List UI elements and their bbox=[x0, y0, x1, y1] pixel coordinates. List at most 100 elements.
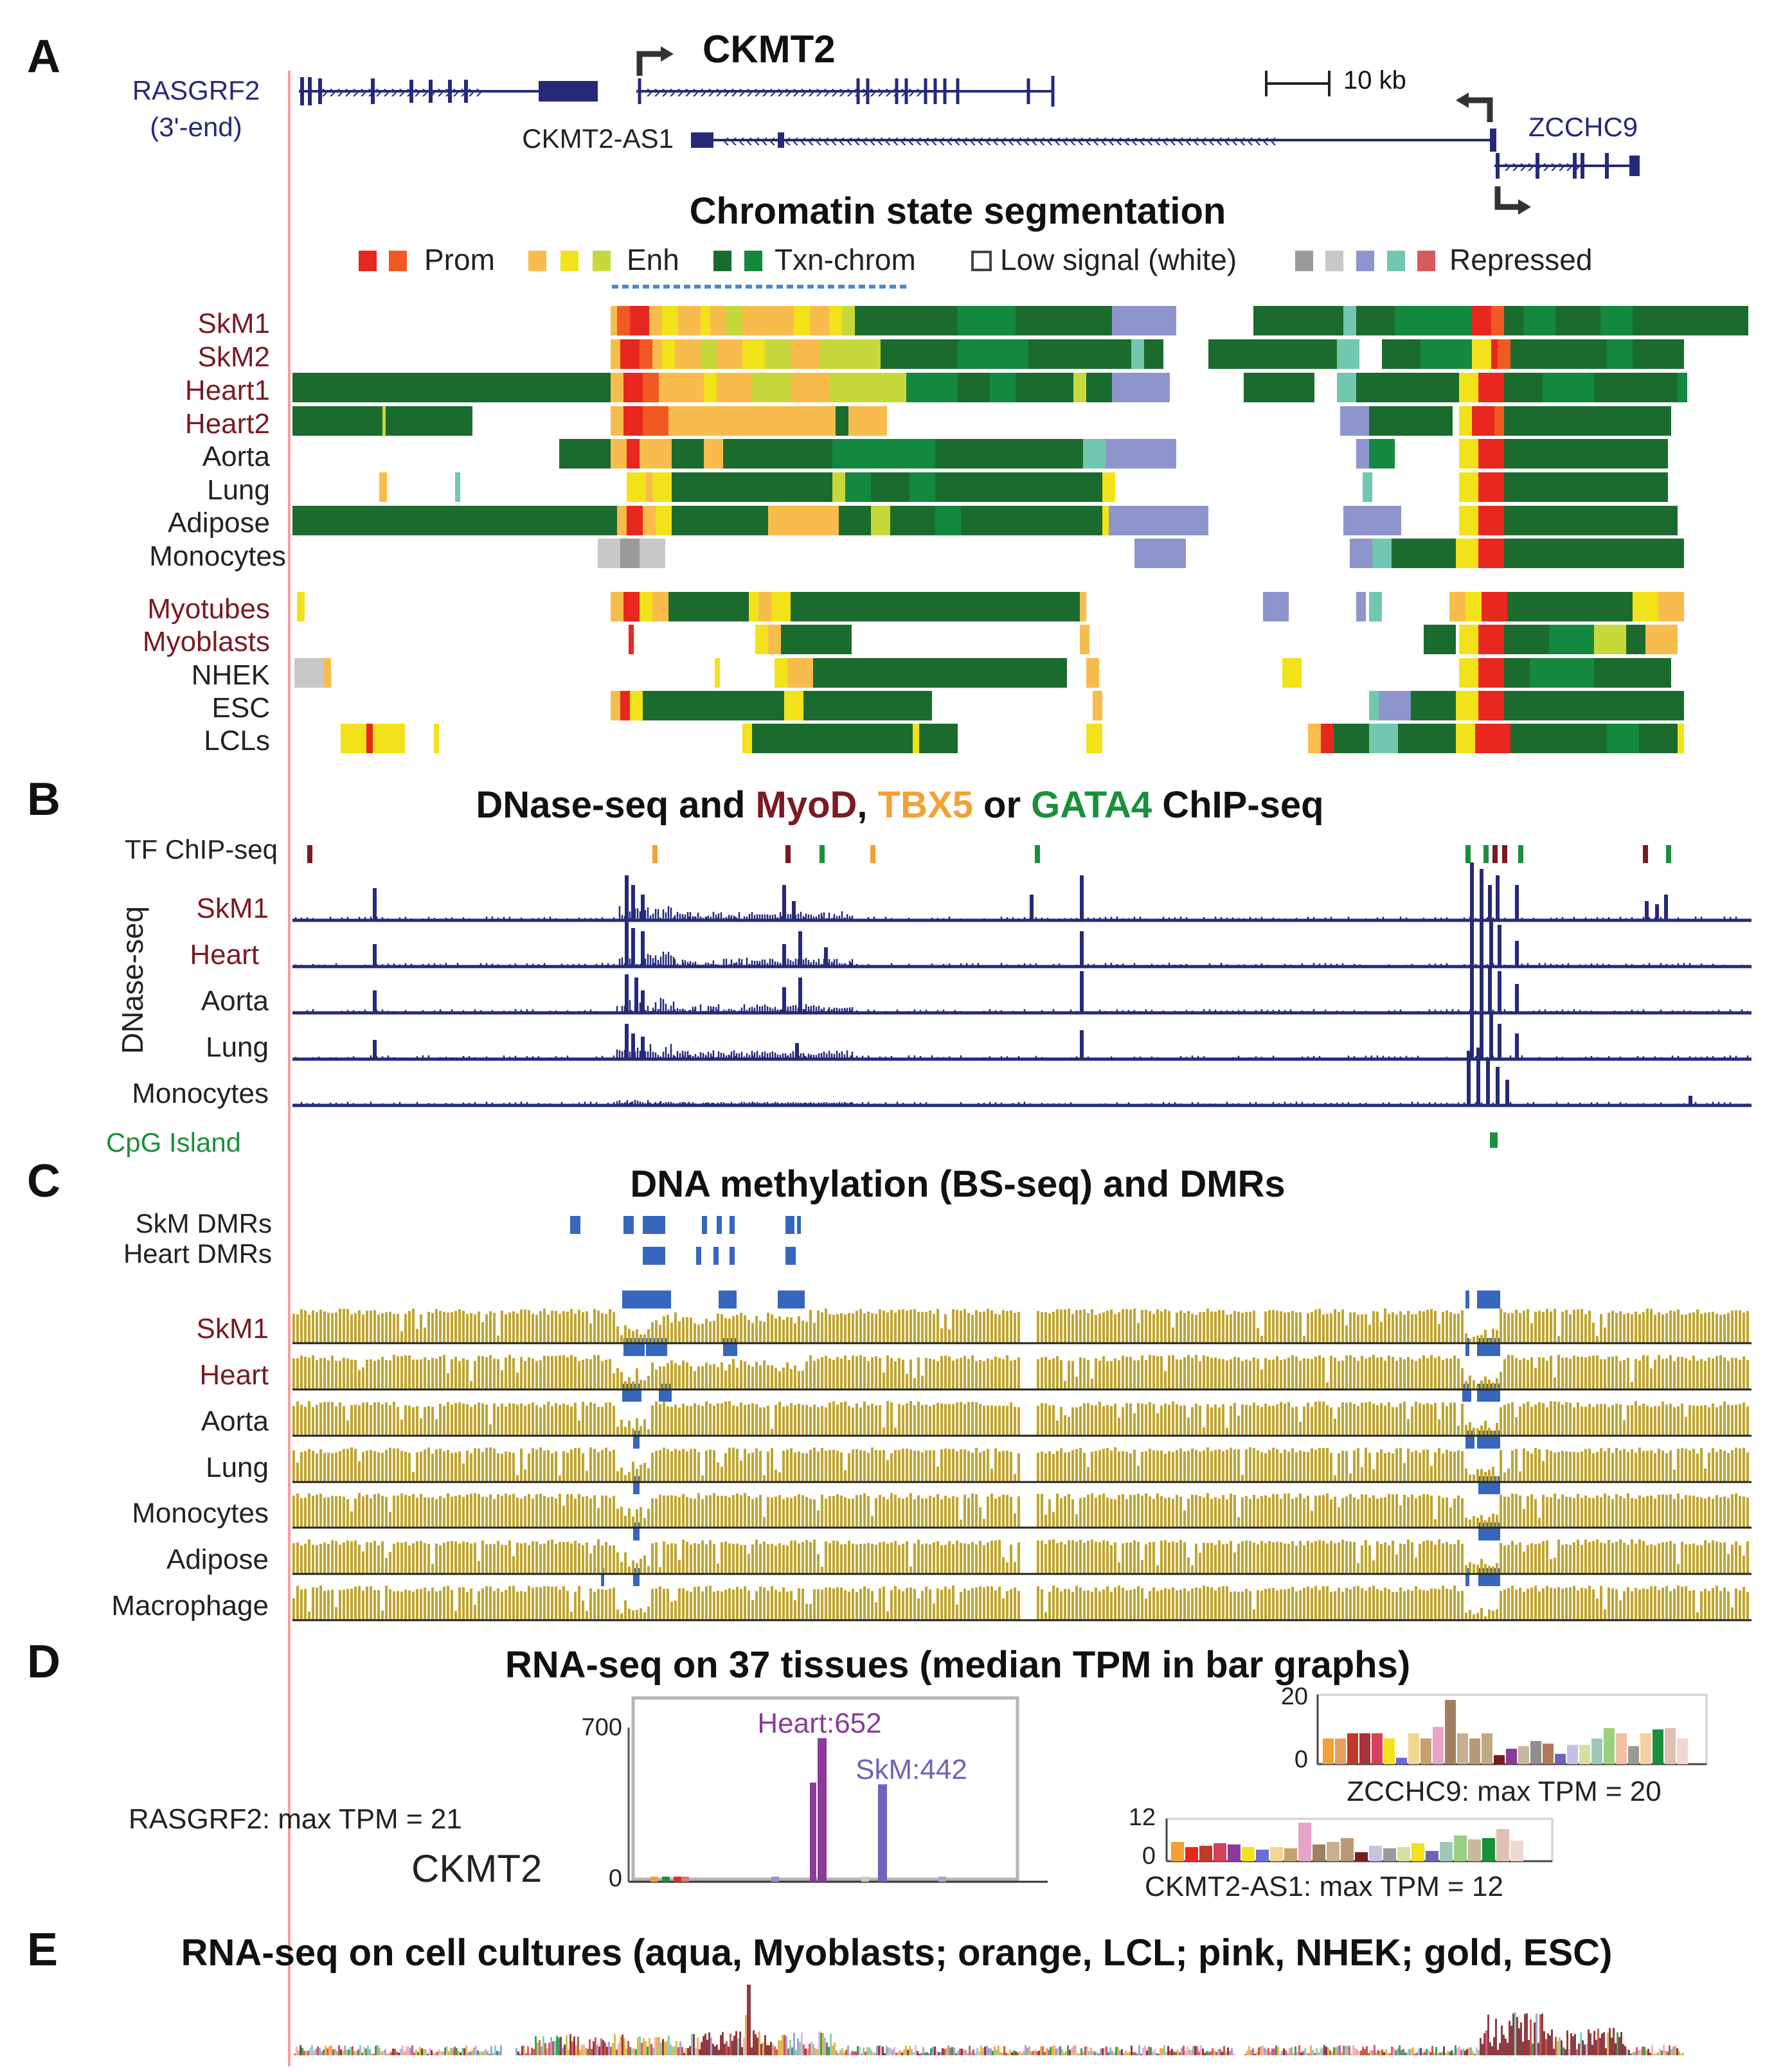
zcchc9-bars bbox=[1323, 1700, 1688, 1764]
culture-rna-bar bbox=[666, 2041, 668, 2055]
chromatin-segment bbox=[611, 406, 623, 436]
culture-rna-bar bbox=[886, 2046, 888, 2055]
zcchc9-bar bbox=[1372, 1733, 1383, 1764]
culture-rna-bar bbox=[1134, 2052, 1136, 2055]
chromatin-segment bbox=[1051, 472, 1102, 502]
culture-rna-bar bbox=[913, 2051, 915, 2055]
culture-rna-bar bbox=[307, 2050, 309, 2055]
culture-rna-bar bbox=[1123, 2053, 1125, 2055]
culture-rna-bar bbox=[1115, 2046, 1117, 2055]
scale-bar-label: 10 kb bbox=[1343, 66, 1406, 94]
culture-rna-bar bbox=[1129, 2052, 1131, 2055]
culture-rna-bar bbox=[1104, 2048, 1106, 2055]
dnase-peak bbox=[824, 947, 828, 967]
culture-rna-bar bbox=[930, 2048, 932, 2055]
culture-rna-bar bbox=[1466, 2049, 1468, 2055]
culture-rna-bar bbox=[961, 2048, 963, 2055]
dnase-peak bbox=[1030, 895, 1034, 920]
methylation-signal bbox=[292, 1493, 1749, 1528]
culture-rna-bar bbox=[1080, 2048, 1082, 2055]
culture-rna-bar bbox=[604, 2042, 606, 2055]
culture-rna-bar bbox=[915, 2045, 917, 2055]
culture-rna-bar bbox=[1671, 2049, 1672, 2055]
culture-rna-bar bbox=[569, 2034, 571, 2055]
culture-rna-bar bbox=[999, 2051, 1001, 2055]
chromatin-segment bbox=[1504, 658, 1530, 688]
culture-rna-bar bbox=[1219, 2049, 1221, 2055]
culture-rna-bar bbox=[544, 2042, 546, 2055]
tf-chipseq-peak bbox=[1666, 845, 1671, 863]
chromatin-segment bbox=[768, 506, 839, 535]
chromatin-segment bbox=[1102, 506, 1109, 535]
svg-text:››››››››››››››››››››››››››››››: ›››››››››››››››››››››››››››››››››››› bbox=[646, 81, 924, 102]
dnase-peak bbox=[1476, 1048, 1480, 1105]
chromatin-segment bbox=[643, 691, 668, 720]
ckmt2-as1-bar bbox=[1383, 1848, 1396, 1861]
chromatin-segment bbox=[1633, 439, 1668, 469]
culture-rna-bar bbox=[710, 2037, 712, 2055]
culture-rna-bar bbox=[1200, 2045, 1202, 2055]
chromatin-segment bbox=[1048, 373, 1073, 402]
culture-rna-bar bbox=[1131, 2046, 1133, 2055]
culture-rna-bar bbox=[1472, 2051, 1474, 2055]
culture-rna-bar bbox=[1079, 2053, 1080, 2055]
culture-rna-bar bbox=[519, 2053, 521, 2055]
culture-rna-bar bbox=[1111, 2051, 1113, 2055]
culture-rna-bar bbox=[764, 2035, 766, 2055]
culture-rna-bar bbox=[809, 2043, 811, 2055]
culture-rna-bar bbox=[1092, 2051, 1094, 2055]
culture-rna-bar bbox=[1296, 2051, 1298, 2055]
culture-rna-bar bbox=[816, 2049, 818, 2055]
chromatin-segment bbox=[1356, 439, 1369, 469]
chromatin-segment bbox=[890, 506, 935, 535]
culture-rna-bar bbox=[1042, 2046, 1044, 2055]
culture-rna-bar bbox=[352, 2046, 354, 2055]
chromatin-segment bbox=[900, 306, 958, 335]
chromatin-segment bbox=[742, 724, 752, 753]
dmr-block bbox=[1465, 1291, 1469, 1308]
ckmt2-as1-bar bbox=[1313, 1844, 1325, 1861]
culture-rna-bar bbox=[1221, 2051, 1223, 2055]
culture-rna-bar bbox=[1119, 2050, 1121, 2055]
chromatin-segment bbox=[1510, 339, 1555, 369]
culture-rna-bar bbox=[1198, 2051, 1200, 2055]
ckmt2-minor-bar bbox=[662, 1877, 670, 1882]
culture-rna-bar bbox=[361, 2053, 363, 2055]
culture-rna-bar bbox=[859, 2046, 861, 2055]
culture-rna-bar bbox=[874, 2052, 876, 2055]
culture-rna-bar bbox=[396, 2051, 398, 2055]
dnase-peak bbox=[1470, 952, 1474, 1013]
culture-rna-bar bbox=[431, 2050, 433, 2055]
culture-rna-bar bbox=[1476, 2047, 1478, 2055]
chromatin-segment bbox=[967, 658, 1025, 688]
svg-text:››››››››››: ›››››››››› bbox=[1504, 156, 1581, 177]
culture-rna-bar bbox=[780, 2040, 782, 2055]
chromatin-segment bbox=[323, 658, 331, 688]
culture-rna-bar bbox=[1393, 2047, 1395, 2055]
culture-rna-bar bbox=[676, 2041, 677, 2055]
culture-rna-bar bbox=[1179, 2052, 1181, 2055]
chromatin-segment bbox=[803, 691, 842, 720]
culture-rna-bar bbox=[494, 2045, 496, 2055]
culture-rna-bar bbox=[1642, 2046, 1644, 2055]
dnase-peak bbox=[782, 885, 786, 920]
chromatin-segment bbox=[768, 625, 781, 654]
dnase-peak bbox=[634, 978, 638, 1013]
ckmt2-as1-bars bbox=[1171, 1823, 1523, 1861]
culture-rna-bar bbox=[830, 2033, 832, 2055]
culture-rna-bar bbox=[969, 2046, 971, 2055]
culture-rna-bar bbox=[1269, 2051, 1271, 2055]
culture-rna-bar bbox=[579, 2050, 581, 2055]
culture-rna-bar bbox=[402, 2045, 404, 2055]
chromatin-segment bbox=[1478, 506, 1504, 535]
culture-rna-bar bbox=[1470, 2047, 1472, 2055]
chromatin-segment bbox=[800, 625, 826, 654]
culture-rna-bar bbox=[481, 2051, 483, 2055]
chromatin-segment bbox=[1456, 539, 1478, 568]
chromatin-segment bbox=[758, 592, 771, 621]
chromatin-segment bbox=[765, 339, 791, 369]
zcchc9-bar bbox=[1579, 1745, 1590, 1764]
culture-rna-bar bbox=[1503, 2035, 1505, 2055]
culture-rna-bar bbox=[992, 2050, 994, 2055]
culture-rna-bar bbox=[766, 2045, 768, 2055]
